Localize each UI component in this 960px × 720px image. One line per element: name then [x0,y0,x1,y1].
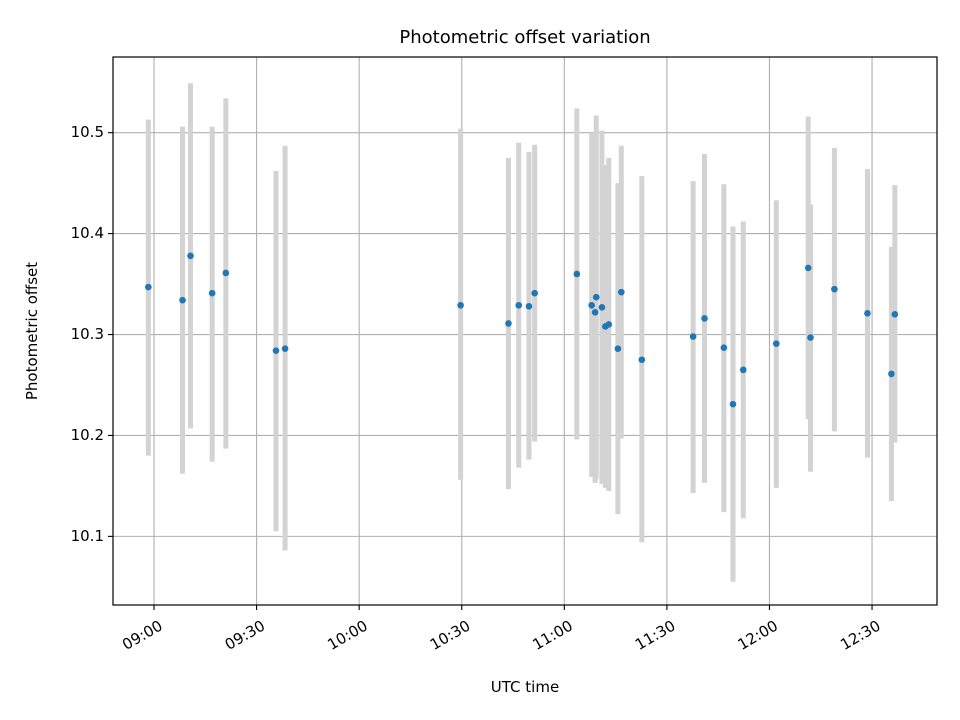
data-point [588,301,595,309]
chart-title: Photometric offset variation [399,27,650,48]
data-point [864,310,871,317]
data-point [281,345,289,352]
data-point [272,347,280,354]
data-point [591,309,599,316]
data-point [701,315,708,322]
y-tick-label: 10.2 [71,426,104,444]
data-points [145,252,899,408]
data-point [888,370,895,378]
data-point [525,302,533,310]
x-axis-title: UTC time [491,678,559,696]
data-point [573,270,581,278]
data-point [145,283,152,291]
data-point [187,252,194,260]
data-point [720,344,728,351]
y-tick-label: 10.3 [71,325,104,343]
data-point [457,301,464,309]
y-tick-label: 10.4 [71,224,104,242]
data-point [179,296,186,304]
data-point [222,269,230,277]
data-point [773,340,780,347]
y-axis: 10.1 10.2 10.3 10.4 10.5 [71,123,113,545]
data-point [505,320,512,327]
y-axis-title: Photometric offset [23,262,41,400]
data-point [689,333,697,340]
data-point [739,366,747,374]
data-point [618,288,625,296]
data-point [605,321,613,328]
data-point [515,301,523,309]
grid [113,57,937,605]
data-point [598,303,606,311]
data-point [891,311,899,318]
data-point [804,264,812,272]
data-point [592,293,600,301]
data-point [614,345,622,352]
data-point [831,285,838,293]
data-point [638,356,646,364]
data-point [531,289,538,297]
y-tick-label: 10.1 [71,527,104,545]
data-point [729,400,737,408]
data-point [807,334,814,341]
y-tick-label: 10.5 [71,123,104,141]
plot-frame [112,56,938,606]
data-point [208,289,216,297]
